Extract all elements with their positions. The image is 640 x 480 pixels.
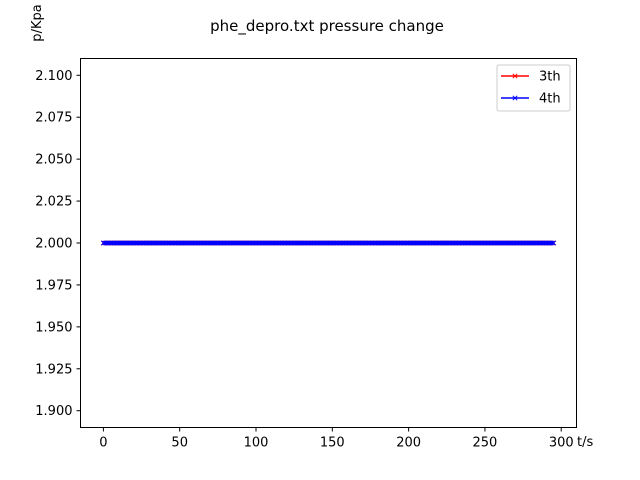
y-tick-label: 2.050 [35,153,72,168]
y-tick-label: 1.925 [35,362,72,377]
series-4th [100,240,557,246]
y-tick-label: 1.900 [35,404,72,419]
legend-item: 4th [501,92,561,107]
data-point [551,240,557,246]
x-tick-label: 250 [473,436,498,451]
y-tick-label: 2.000 [35,237,72,252]
x-tick-label: 150 [320,436,345,451]
legend-label: 4th [539,92,561,107]
y-tick-label: 2.075 [35,111,72,126]
y-tick-label: 1.975 [35,278,72,293]
plot-frame [80,58,577,428]
x-axis-label: t/s [577,435,593,450]
legend-marker [512,73,518,79]
chart-title: phe_depro.txt pressure change [210,17,444,36]
legend-label: 3th [539,70,561,85]
legend-item: 3th [501,70,561,85]
data-point [549,240,555,246]
x-tick-label: 0 [99,436,107,451]
axis-ticks: 0 50 100 150 200 250 300 1.900 1.925 1.950 1.975 2.… [35,69,573,451]
x-tick-label: 50 [171,436,188,451]
y-tick-label: 2.025 [35,195,72,210]
y-axis-label: p/Kpa [30,4,45,41]
x-tick-label: 100 [244,436,269,451]
legend-marker [512,95,518,101]
y-tick-label: 1.950 [35,320,72,335]
x-tick-label: 200 [396,436,421,451]
plot-area [100,240,557,246]
x-tick-label: 300 [549,436,574,451]
y-tick-label: 2.100 [35,69,72,84]
